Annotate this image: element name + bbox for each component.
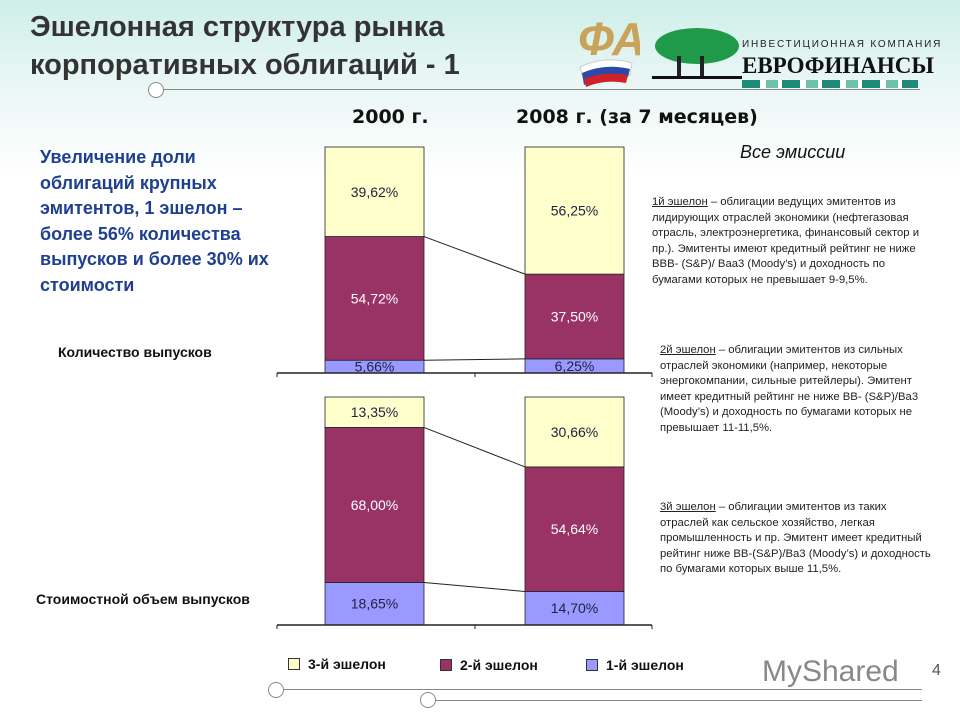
bar-segment-1 (324, 582, 425, 626)
data-label: 14,70% (551, 600, 598, 616)
data-label: 18,65% (351, 596, 398, 612)
year-2000: 2000 г. (352, 106, 429, 128)
divider-circle (148, 82, 164, 98)
header-divider (160, 89, 920, 90)
legend-swatch (288, 658, 300, 670)
year-2008: 2008 г. (за 7 месяцев) (516, 106, 758, 128)
all-emissions-label: Все эмиссии (740, 142, 846, 162)
definition-term: 1й эшелон (652, 196, 708, 208)
footer-line-1 (282, 689, 922, 690)
data-label: 56,25% (551, 203, 598, 219)
legend-item-1: 1-й эшелон (586, 657, 684, 673)
legend-item-2: 2-й эшелон (440, 657, 538, 673)
footer-line-2 (434, 700, 922, 701)
definition-term: 2й эшелон (660, 344, 716, 356)
logo-stripe (742, 80, 918, 88)
title-line-1: Эшелонная структура рынка (30, 11, 445, 43)
bar-segment-3 (524, 146, 625, 275)
bar-segment-2 (324, 236, 425, 361)
bar-segment-2 (524, 466, 625, 592)
definition-2: 2й эшелон – облигации эмитентов из сильн… (660, 343, 922, 437)
logo-caption: ИНВЕСТИЦИОННАЯ КОМПАНИЯ (742, 39, 943, 50)
series-connector (423, 581, 526, 592)
page-number: 4 (932, 662, 941, 679)
footer-circle-2 (420, 692, 436, 708)
definition-3: 3й эшелон – облигации эмитентов из таких… (660, 500, 932, 578)
data-label: 30,66% (551, 424, 598, 440)
bar-segment-2 (524, 273, 625, 360)
legend-item-3: 3-й эшелон (288, 656, 386, 672)
bar-segment-3 (524, 396, 625, 468)
chart-value-title: Стоимостной объем выпусков (36, 591, 250, 607)
legend-label: 3-й эшелон (308, 656, 386, 672)
definition-text: – облигации эмитентов из сильных отрасле… (660, 344, 919, 434)
title-line-2: корпоративных облигаций - 1 (30, 49, 460, 81)
fa-logo: ФА (578, 13, 640, 87)
chart-count-title: Количество выпусков (58, 344, 212, 360)
data-label: 54,72% (351, 290, 398, 306)
bar-segment-2 (324, 427, 425, 583)
footer-circle-1 (268, 682, 284, 698)
logo-company-name: ЕВРОФИНАНСЫ (742, 53, 934, 78)
legend-swatch (586, 659, 598, 671)
series-connector (423, 426, 526, 468)
data-label: 13,35% (351, 404, 398, 420)
svg-text:ФА: ФА (578, 13, 640, 65)
tree-icon (652, 28, 742, 79)
series-connector (423, 358, 526, 361)
series-connector (423, 236, 526, 275)
data-label: 37,50% (551, 309, 598, 325)
data-label: 54,64% (551, 521, 598, 537)
watermark: MyShared (762, 655, 899, 688)
slide-title: Эшелонная структура рынка корпоративных … (30, 8, 460, 84)
definition-text: – облигации эмитентов из таких отраслей … (660, 501, 931, 576)
bar-segment-3 (324, 146, 425, 237)
definition-term: 3й эшелон (660, 501, 716, 513)
legend-swatch (440, 659, 452, 671)
data-label: 68,00% (351, 497, 398, 513)
data-label: 39,62% (351, 184, 398, 200)
data-label: 5,66% (355, 359, 395, 375)
legend-label: 1-й эшелон (606, 657, 684, 673)
bar-segment-3 (324, 396, 425, 428)
data-label: 6,25% (555, 358, 595, 374)
definition-1: 1й эшелон – облигации ведущих эмитентов … (652, 195, 932, 289)
definition-text: – облигации ведущих эмитентов из лидирую… (652, 196, 920, 286)
legend-label: 2-й эшелон (460, 657, 538, 673)
lead-text: Увеличение доли облигаций крупных эмитен… (40, 147, 269, 295)
